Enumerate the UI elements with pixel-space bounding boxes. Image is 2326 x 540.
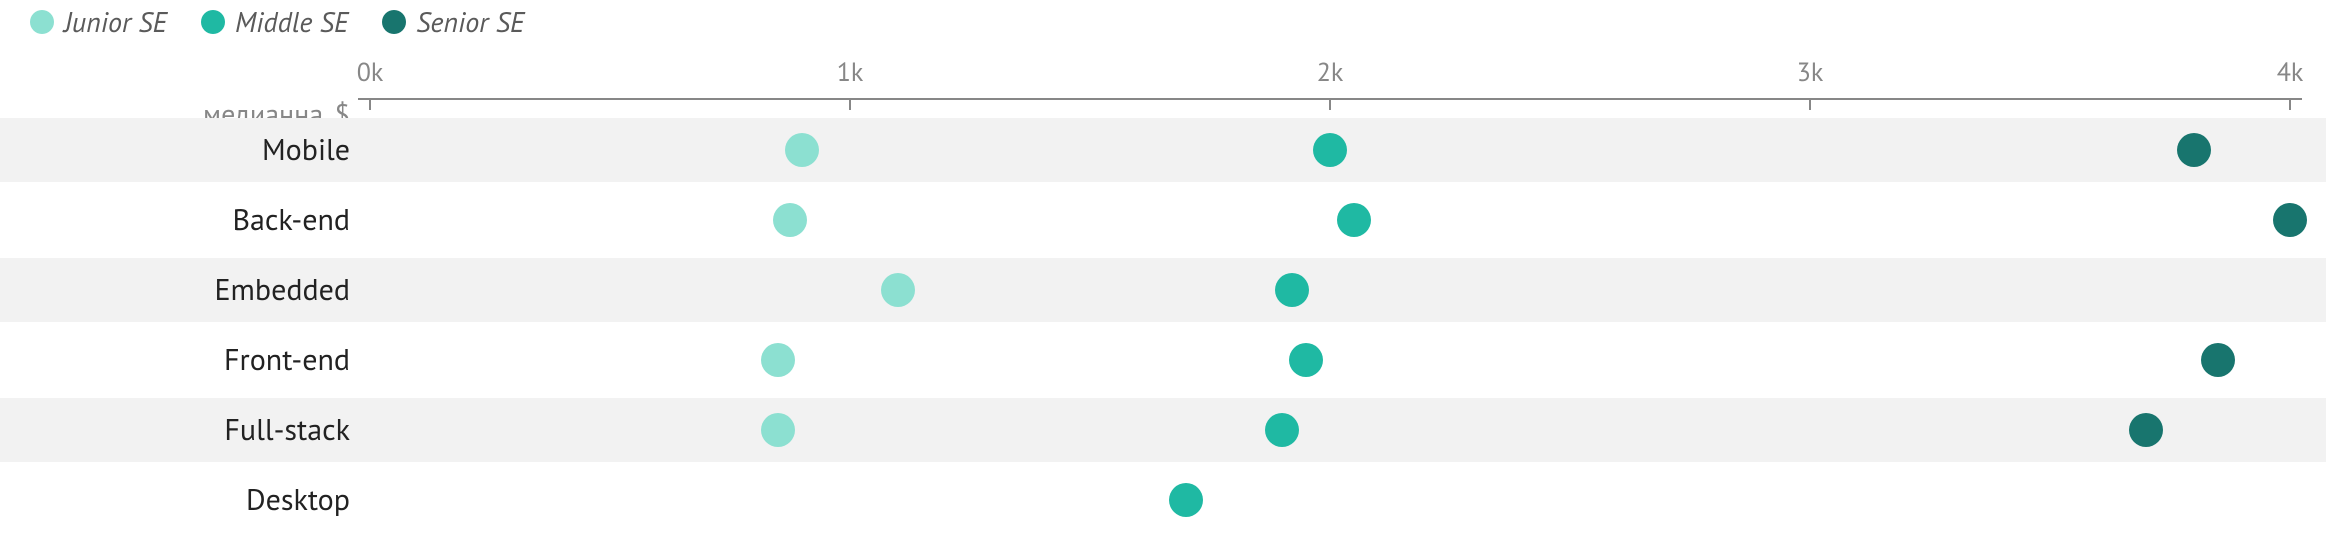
dot-junior[interactable] — [785, 133, 819, 167]
data-row: Mobile — [0, 118, 2326, 182]
dot-senior[interactable] — [2177, 133, 2211, 167]
legend-label-middle: Middle SE — [235, 8, 348, 36]
dot-senior[interactable] — [2273, 203, 2307, 237]
data-row: Embedded — [0, 258, 2326, 322]
data-row: Desktop — [0, 468, 2326, 532]
legend-swatch-middle — [201, 10, 225, 34]
dot-middle[interactable] — [1313, 133, 1347, 167]
legend: Junior SE Middle SE Senior SE — [30, 8, 524, 36]
dot-junior[interactable] — [761, 413, 795, 447]
x-tick-label: 0k — [357, 60, 384, 86]
x-tick-label: 3k — [1797, 60, 1824, 86]
dot-junior[interactable] — [761, 343, 795, 377]
dot-middle[interactable] — [1337, 203, 1371, 237]
dot-senior[interactable] — [2201, 343, 2235, 377]
dot-middle[interactable] — [1275, 273, 1309, 307]
data-row: Full-stack — [0, 398, 2326, 462]
dot-middle[interactable] — [1265, 413, 1299, 447]
data-row: Back-end — [0, 188, 2326, 252]
dot-middle[interactable] — [1169, 483, 1203, 517]
dot-junior[interactable] — [773, 203, 807, 237]
row-label: Full-stack — [224, 415, 350, 445]
legend-swatch-senior — [382, 10, 406, 34]
row-label: Embedded — [214, 275, 350, 305]
data-row: Front-end — [0, 328, 2326, 392]
row-label: Back-end — [232, 205, 350, 235]
x-tick-label: 1k — [837, 60, 864, 86]
legend-item-middle[interactable]: Middle SE — [201, 8, 348, 36]
legend-swatch-junior — [30, 10, 54, 34]
row-label: Front-end — [224, 345, 350, 375]
legend-label-senior: Senior SE — [416, 8, 524, 36]
row-label: Mobile — [262, 135, 350, 165]
x-tick-label: 4k — [2277, 60, 2304, 86]
dot-senior[interactable] — [2129, 413, 2163, 447]
salary-dot-plot: Junior SEMiddle SESenior SE медианна, $0… — [0, 0, 2326, 540]
x-axis-line — [358, 98, 2302, 100]
row-label: Desktop — [246, 485, 350, 515]
x-tick-label: 2k — [1317, 60, 1344, 86]
dot-junior[interactable] — [881, 273, 915, 307]
legend-item-senior[interactable]: Senior SE — [382, 8, 524, 36]
legend-label-junior: Junior SE — [64, 8, 167, 36]
dot-middle[interactable] — [1289, 343, 1323, 377]
legend-item-junior[interactable]: Junior SE — [30, 8, 167, 36]
